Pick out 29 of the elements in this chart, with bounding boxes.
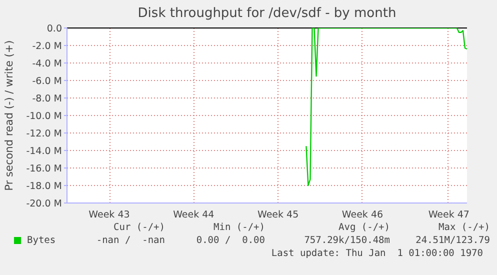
y-tick-label: -10.0 M: [26, 110, 62, 122]
y-tick-label: -4.0 M: [32, 58, 62, 70]
x-tick-label: Week 46: [342, 210, 384, 221]
text: Avg (-/+): [338, 222, 390, 233]
text: Min (-/+): [214, 222, 265, 233]
x-tick-label: Week 44: [173, 210, 214, 221]
y-tick-label: -18.0 M: [26, 180, 62, 192]
text: Max (-/+): [438, 222, 490, 233]
text: Cur (-/+): [114, 222, 165, 233]
x-tick-label: Week 43: [88, 210, 130, 221]
text: -nan / -nan: [96, 235, 165, 246]
y-tick-label: -14.0 M: [26, 146, 62, 157]
y-tick-label: -6.0 M: [32, 76, 62, 87]
line-series: [306, 28, 468, 186]
x-tick-label: Week 47: [428, 210, 470, 221]
chart-title: Disk throughput for /dev/sdf - by month: [136, 6, 398, 21]
y-tick-label: 0.0: [46, 23, 62, 34]
text: 757.29k/150.48m: [304, 235, 390, 246]
text: 0.00 / 0.00: [196, 235, 265, 246]
y-tick-label: -16.0 M: [26, 163, 62, 174]
legend-label: Bytes: [27, 235, 56, 246]
y-tick-label: -8.0 M: [32, 93, 62, 104]
y-axis-title: Pr second read (-) / write (+): [4, 40, 16, 191]
y-tick-label: -2.0 M: [32, 40, 62, 52]
y-tick-label: -12.0 M: [26, 128, 62, 140]
text: Last update: Thu Jan 1 01:00:00 1970: [271, 248, 483, 259]
x-tick-label: Week 45: [257, 210, 299, 221]
text: 24.51M/123.79: [416, 235, 490, 246]
y-tick-label: -20.0 M: [26, 198, 62, 210]
